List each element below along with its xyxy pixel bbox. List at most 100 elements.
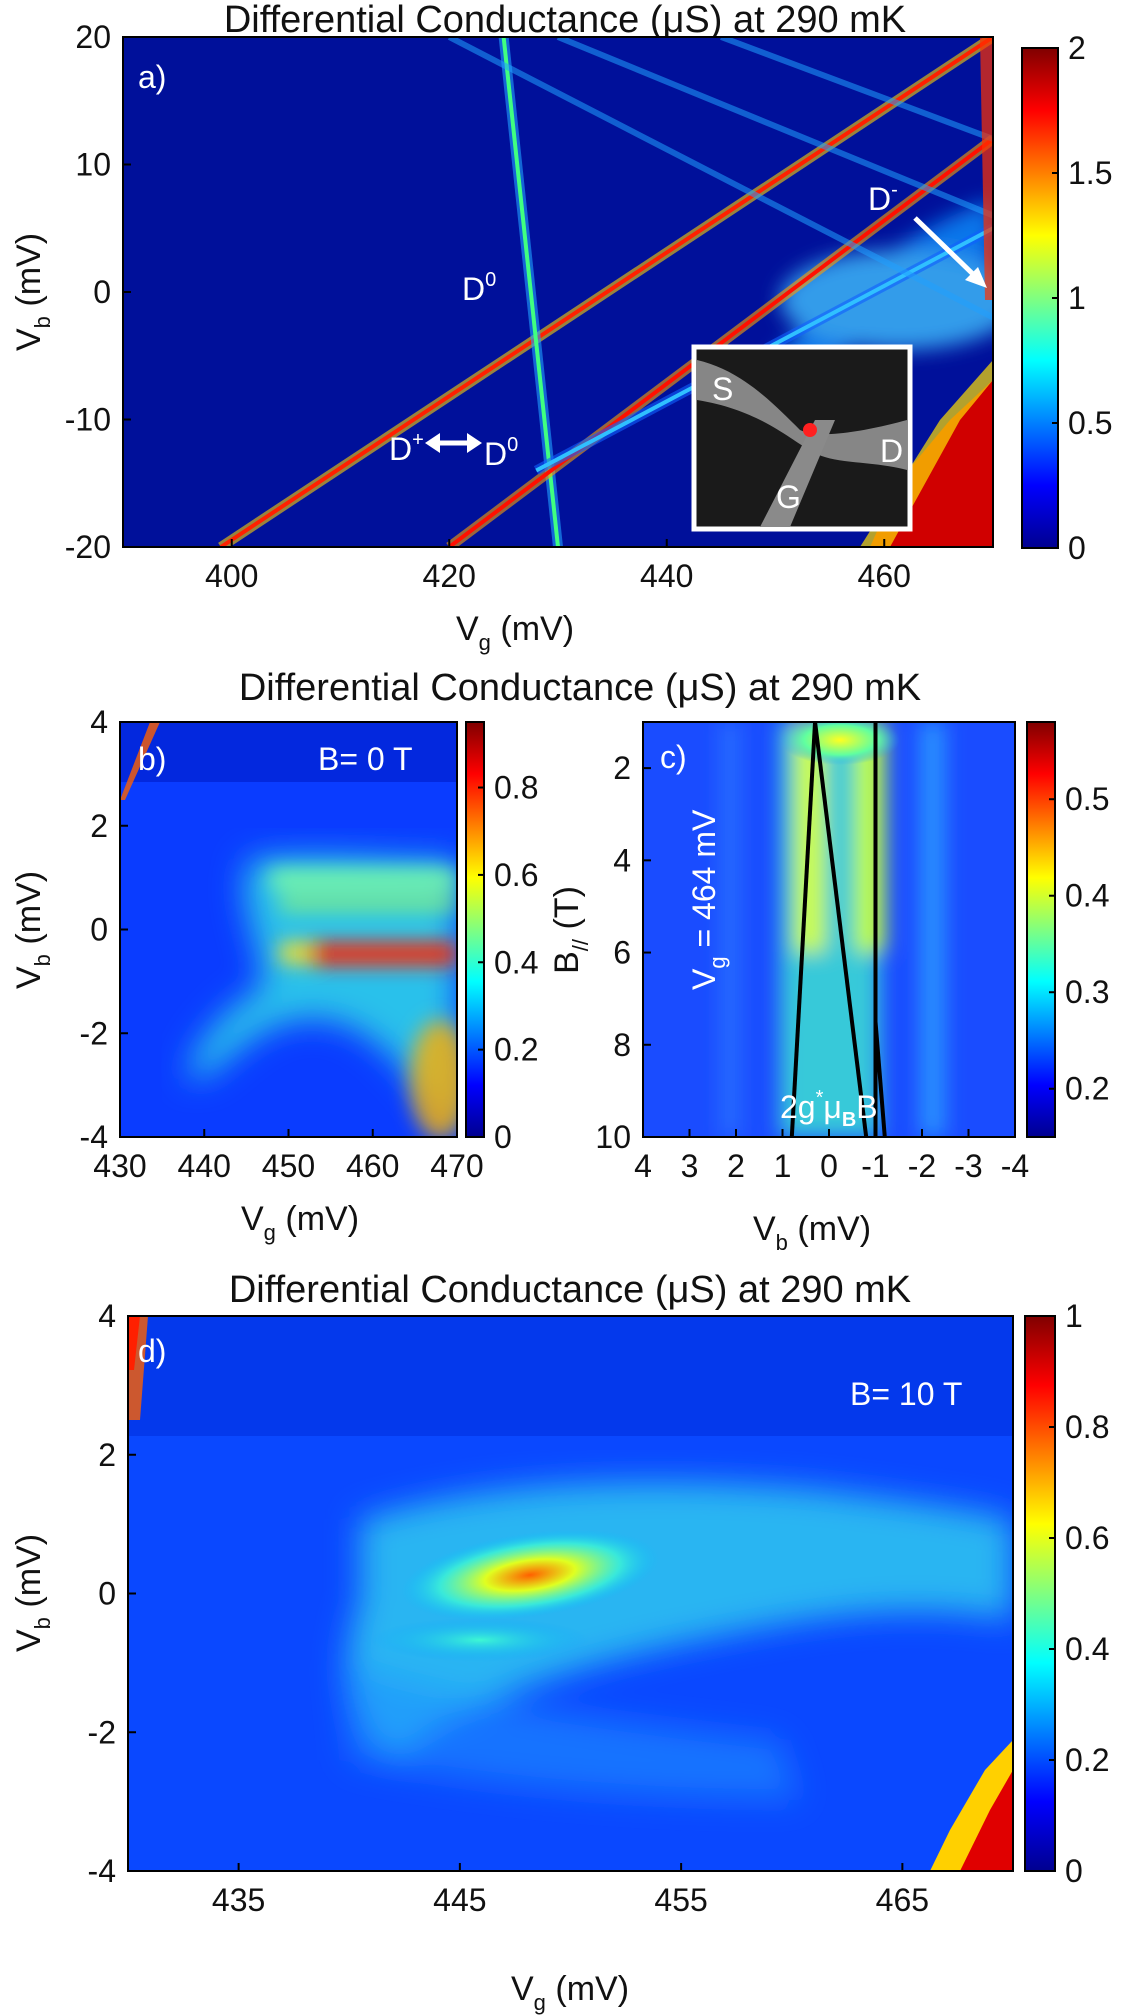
panel-a-xtick-label: 440 — [640, 558, 693, 594]
panel-a-cbar-label: 2 — [1068, 30, 1086, 66]
panel-a-faint-line — [720, 37, 993, 142]
panel-c-ytick-label: 8 — [613, 1027, 631, 1063]
panel-d-data-features — [128, 1316, 1013, 1871]
panel-c-ytick-label: 4 — [613, 842, 631, 878]
panel-a-xtick-label: 420 — [423, 558, 476, 594]
panel-c-data-features — [720, 722, 945, 1137]
panel-d-label: d) — [138, 1333, 166, 1369]
panel-c-colorbar — [1026, 721, 1056, 1138]
panel-c-guide-line — [789, 722, 818, 1137]
panel-a-transition-lines — [218, 37, 993, 547]
panel-a-double-arrow — [425, 433, 482, 453]
panel-c-cbar-label: 0.2 — [1065, 1071, 1109, 1107]
panel-d-ytick-label: 4 — [98, 1298, 116, 1334]
panel-c-xlabel: Vb (mV) — [753, 1210, 871, 1255]
panel-d-cbar-label: 0.8 — [1065, 1409, 1109, 1445]
panel-b-xtick-label: 430 — [93, 1148, 146, 1184]
panel-c-xtick-label: -2 — [908, 1148, 936, 1184]
inset-label-drain: D — [880, 433, 903, 469]
panel-b-xtick-label: 440 — [178, 1148, 231, 1184]
panel-d-annotation: B= 10 T — [850, 1376, 962, 1412]
panel-a-cbar-label: 1 — [1068, 280, 1086, 316]
panel-d-cbar-label: 1 — [1065, 1298, 1083, 1334]
panel-a-feature-line — [219, 37, 993, 547]
panel-d-xtick-label: 465 — [876, 1882, 929, 1918]
panel-a-fan-glow — [780, 250, 993, 350]
panel-d-ytick-label: 0 — [98, 1576, 116, 1612]
panel-a-title: Differential Conductance (μS) at 290 mK — [224, 0, 906, 41]
panel-d-cbar-label: 0.6 — [1065, 1520, 1109, 1556]
panel-d-peak-upper — [401, 1529, 659, 1621]
panel-c-guide-lines — [789, 722, 887, 1137]
panel-c-ytick-label: 6 — [613, 935, 631, 971]
panel-d-cbar-label: 0.4 — [1065, 1631, 1109, 1667]
panel-c-xtick-label: 0 — [820, 1148, 838, 1184]
panel-c-label: c) — [660, 739, 687, 775]
panel-a-feature-line — [448, 137, 993, 547]
panel-d-xtick-label: 445 — [433, 1882, 486, 1918]
panel-c-guide-line — [873, 1021, 887, 1137]
panel-b-ytick-label: -4 — [80, 1119, 108, 1155]
panel-a-ytick-label: -20 — [65, 529, 111, 565]
panel-a-xtick-label: 460 — [858, 558, 911, 594]
panel-c-ytick-label: 10 — [595, 1119, 631, 1155]
panel-c-ytick-label: 2 — [613, 750, 631, 786]
panel-b-ytick-label: 4 — [90, 704, 108, 740]
panel-d-ylabel: Vb (mV) — [10, 1534, 55, 1652]
panel-d-ticks: 435 445 455 465 4 2 0 -2 -4 — [88, 1298, 930, 1918]
panel-b-cbar-label: 0.6 — [494, 857, 538, 893]
inset-label-source: S — [712, 371, 733, 407]
inset-label-gate: G — [776, 479, 801, 515]
panel-a-xlabel: Vg (mV) — [456, 610, 574, 655]
panel-d-ytick-label: 2 — [98, 1437, 116, 1473]
panel-b-label: b) — [138, 741, 166, 777]
panel-d-ytick-label: -2 — [88, 1714, 116, 1750]
panel-c-xtick-label: 1 — [774, 1148, 792, 1184]
panel-a-ytick-label: 20 — [75, 19, 111, 55]
panel-b-annotation: B= 0 T — [318, 741, 413, 777]
panel-b-ylabel: Vb (mV) — [10, 871, 55, 989]
panel-c-xtick-label: 4 — [634, 1148, 652, 1184]
panel-a-label: a) — [138, 59, 166, 95]
panel-a-arrow-dminus — [913, 216, 987, 288]
panel-d-colorbar-ticks: 1 0.8 0.6 0.4 0.2 0 — [1049, 1298, 1109, 1889]
panel-c: c) Vg = 464 mV 2g*μBB 4 3 2 1 0 -1 -2 -3 -424681… — [548, 721, 1109, 1255]
panel-b-xlabel: Vg (mV) — [241, 1200, 359, 1245]
panel-a-cbar-label: 0 — [1068, 530, 1086, 566]
panel-c-xtick-label: 3 — [681, 1148, 699, 1184]
panel-a-faint-line — [556, 37, 993, 219]
panel-a-cbar-label: 0.5 — [1068, 405, 1112, 441]
panel-c-xtick-label: -1 — [861, 1148, 889, 1184]
panel-c-colorbar-ticks: 0.5 0.4 0.3 0.2 — [1049, 781, 1109, 1107]
panel-b-cbar-label: 0.4 — [494, 944, 538, 980]
panel-b: b) B= 0 T 430 440 450 460 470 4 2 0 -2 -4 Vg (mV)… — [10, 704, 538, 1245]
panel-a-annotation-dplus: D+ — [389, 429, 424, 467]
panel-c-cbar-label: 0.4 — [1065, 878, 1109, 914]
panel-b-ytick-label: 2 — [90, 808, 108, 844]
panel-b-ytick-label: -2 — [80, 1015, 108, 1051]
panel-b-cbar-label: 0.8 — [494, 770, 538, 806]
panel-d-xtick-label: 435 — [212, 1882, 265, 1918]
panel-d-cbar-label: 0 — [1065, 1853, 1083, 1889]
panel-b-data-features — [120, 722, 457, 1137]
panel-c-ylabel: B// (T) — [548, 886, 593, 974]
panel-a-ylabel: Vb (mV) — [10, 233, 55, 351]
panel-b-cbar-label: 0 — [494, 1119, 512, 1155]
panel-c-annotation-zeeman: 2g*μBB — [780, 1087, 878, 1131]
panel-a-ytick-label: 0 — [93, 274, 111, 310]
panel-a: a) D0 D+ D0 D- S D G 400 420 440 46020100-1… — [10, 19, 1112, 655]
panel-a-inset: S D G — [691, 344, 913, 532]
panel-a-xtick-label: 400 — [205, 558, 258, 594]
panel-c-xtick-label: -4 — [1001, 1148, 1029, 1184]
panel-a-ticks: 400 420 440 460 20 10 0 -10 -20 — [65, 19, 911, 594]
panel-c-guide-line — [813, 722, 869, 1137]
panel-c-cbar-label: 0.3 — [1065, 974, 1109, 1010]
panel-b-colorbar-ticks: 0.8 0.6 0.4 0.2 0 — [478, 770, 538, 1155]
panel-a-ytick-label: -10 — [65, 402, 111, 438]
panel-b-cbar-label: 0.2 — [494, 1032, 538, 1068]
panel-b-ytick-label: 0 — [90, 912, 108, 948]
panel-d: d) B= 10 T 435 445 455 465 4 2 0 -2 -4 Vg (mV) V… — [10, 1298, 1109, 2015]
panel-c-xtick-label: -3 — [954, 1148, 982, 1184]
panel-a-edge-noise — [980, 37, 993, 300]
